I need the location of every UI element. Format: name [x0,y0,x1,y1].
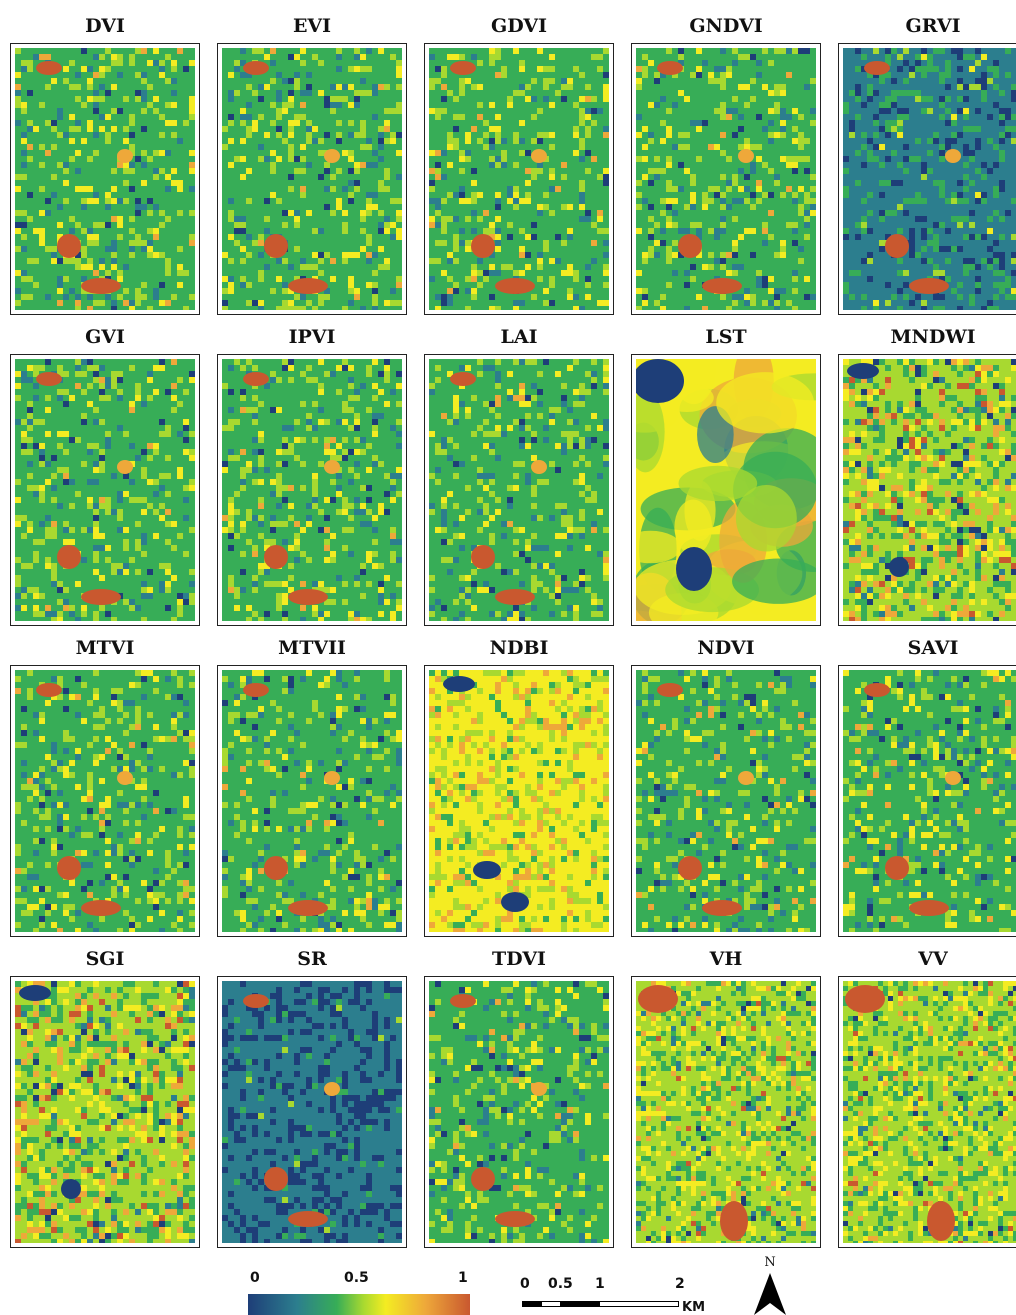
raster-map-image [843,670,1016,932]
raster-map-image [15,359,195,621]
raster-map-image [222,359,402,621]
map-frame [217,665,407,937]
north-label: N [764,1255,776,1270]
color-legend: 0 0.5 1 [248,1270,470,1315]
map-frame [424,354,614,626]
map-panel-ndbi: NDBI [424,636,614,937]
raster-map-image [222,981,402,1243]
north-arrow: N [748,1255,792,1315]
raster-map-image [843,359,1016,621]
map-frame [217,976,407,1248]
panel-title: SAVI [907,637,959,659]
map-panel-vh: VH [631,947,821,1248]
raster-map-image [843,48,1016,310]
map-frame [424,43,614,315]
map-panel-mtvi: MTVI [10,636,200,937]
map-panel-ipvi: IPVI [217,325,407,626]
map-panel-sr: SR [217,947,407,1248]
scale-segment-1 [522,1301,542,1307]
map-frame [838,354,1016,626]
map-panel-tdvi: TDVI [424,947,614,1248]
map-panel-lst: LST [631,325,821,626]
map-panel-gdvi: GDVI [424,14,614,315]
raster-map-image [222,48,402,310]
map-panel-grvi: GRVI [838,14,1016,315]
scale-unit: KM [682,1300,706,1315]
panel-title: NDVI [697,637,755,659]
map-frame [10,354,200,626]
scale-bar: 0 0.5 1 2 KM [520,1270,720,1315]
map-frame [631,354,821,626]
map-panel-evi: EVI [217,14,407,315]
map-panel-vv: VV [838,947,1016,1248]
panel-title: GDVI [491,15,547,37]
map-frame [217,354,407,626]
map-frame [631,665,821,937]
raster-map-image [429,670,609,932]
legend-mid-label: 0.5 [344,1270,369,1286]
map-frame [10,976,200,1248]
panel-title: GRVI [905,15,961,37]
map-panel-gndvi: GNDVI [631,14,821,315]
map-frame [424,665,614,937]
raster-map-image [843,981,1016,1243]
raster-map-image [636,48,816,310]
map-frame [631,43,821,315]
map-frame [424,976,614,1248]
raster-map-image [636,670,816,932]
map-frame [217,43,407,315]
raster-map-image [636,359,816,621]
panel-title: IPVI [288,326,336,348]
raster-map-image [15,670,195,932]
map-frame [838,43,1016,315]
raster-map-image [636,981,816,1243]
map-panel-mtvii: MTVII [217,636,407,937]
scale-segment-3 [560,1301,600,1307]
panel-title: MTVI [75,637,135,659]
panel-title: VH [709,948,743,970]
scale-tick-1: 1 [595,1276,605,1292]
panel-title: MTVII [278,637,346,659]
scale-segment-4 [599,1301,679,1307]
legend-color-ramp [248,1294,470,1315]
map-frame [10,665,200,937]
raster-map-image [429,48,609,310]
panel-title: LAI [500,326,538,348]
map-panel-sgi: SGI [10,947,200,1248]
map-frame [631,976,821,1248]
panel-title: GNDVI [689,15,763,37]
map-frame [838,976,1016,1248]
panel-title: VV [918,948,948,970]
scale-tick-0: 0 [520,1276,530,1292]
panel-title: DVI [85,15,125,37]
panel-title: EVI [292,15,332,37]
panel-title: MNDWI [890,326,976,348]
raster-map-image [429,359,609,621]
map-panel-gvi: GVI [10,325,200,626]
panel-title: TDVI [492,948,546,970]
panel-title: LST [705,326,747,348]
panel-title: GVI [85,326,125,348]
legend-min-label: 0 [250,1270,260,1286]
north-arrow-icon [754,1273,786,1315]
panel-title: SR [297,948,327,970]
map-frame [10,43,200,315]
scale-segment-2 [541,1301,561,1307]
scale-tick-0-5: 0.5 [548,1276,573,1292]
legend-max-label: 1 [458,1270,468,1286]
scale-tick-2: 2 [675,1276,685,1292]
raster-map-image [429,981,609,1243]
raster-map-image [15,981,195,1243]
panel-title: SGI [85,948,125,970]
raster-map-image [222,670,402,932]
map-panel-savi: SAVI [838,636,1016,937]
raster-map-image [15,48,195,310]
map-panel-mndwi: MNDWI [838,325,1016,626]
map-panel-lai: LAI [424,325,614,626]
panel-title: NDBI [489,637,549,659]
map-panel-dvi: DVI [10,14,200,315]
map-frame [838,665,1016,937]
map-panel-ndvi: NDVI [631,636,821,937]
